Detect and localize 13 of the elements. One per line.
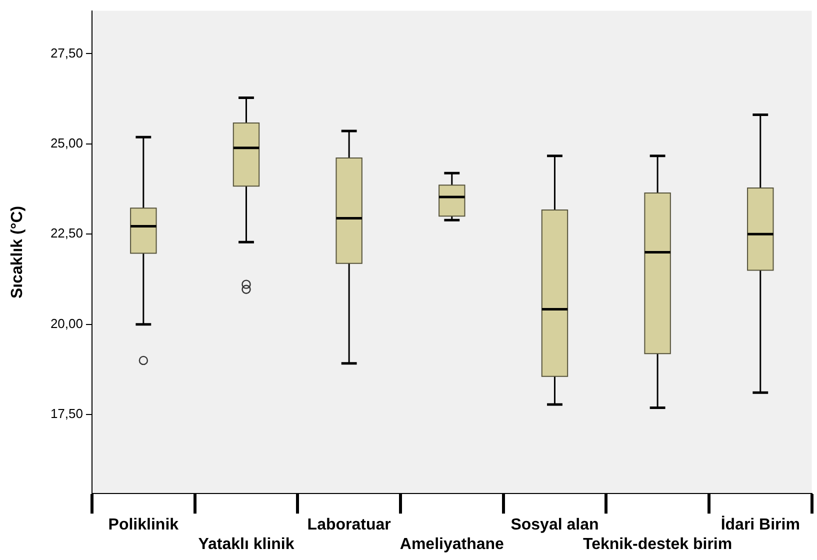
- y-axis-title: Sıcaklık (°C): [9, 206, 26, 299]
- y-tick-label: 27,50: [50, 45, 83, 60]
- x-tick-label: Laboratuar: [307, 516, 391, 534]
- x-tick-label: Yataklı klinik: [198, 536, 294, 553]
- x-tick-label: Poliklinik: [108, 516, 179, 534]
- y-tick-label: 20,00: [50, 316, 83, 331]
- y-tick-label: 25,00: [50, 136, 83, 151]
- y-tick-label: 22,50: [50, 226, 83, 241]
- x-tick-label: İdari Birim: [720, 516, 800, 534]
- x-tick-label: Ameliyathane: [400, 536, 504, 553]
- x-tick-label: Teknik-destek birim: [583, 536, 732, 553]
- y-tick-label: 17,50: [50, 406, 83, 422]
- x-tick-label: Sosyal alan: [510, 516, 599, 534]
